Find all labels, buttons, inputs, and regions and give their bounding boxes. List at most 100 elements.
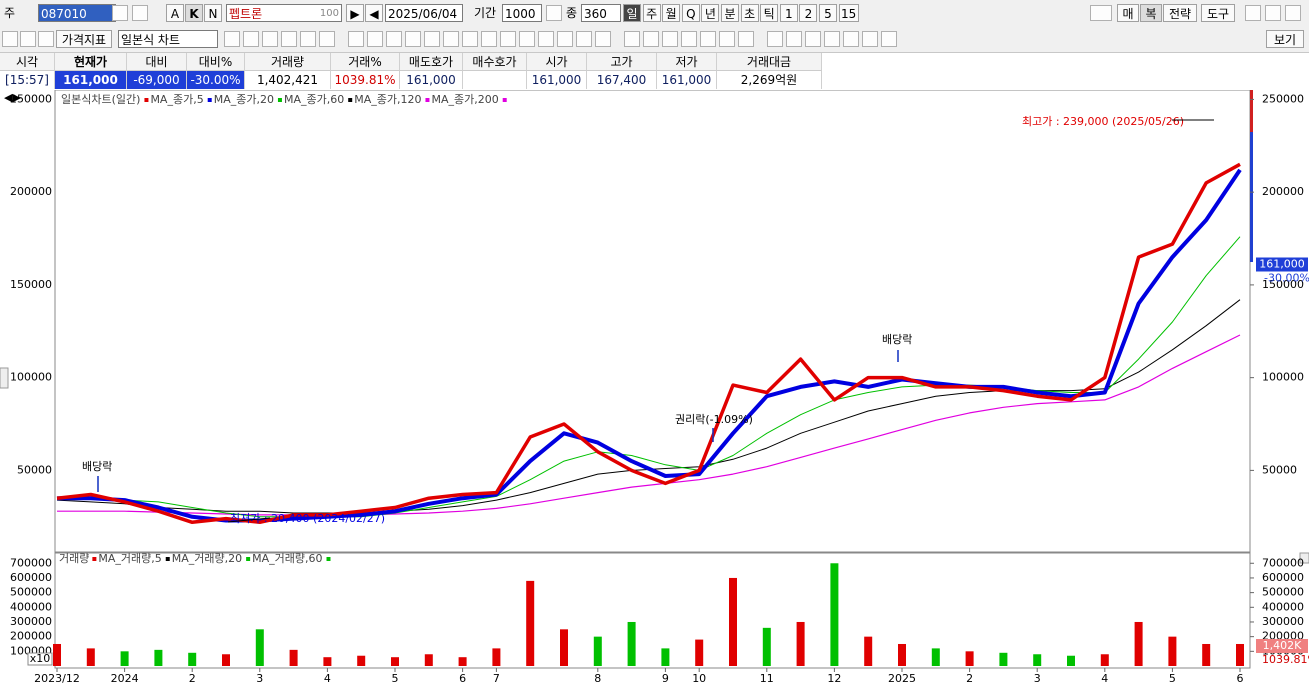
interval-button[interactable]: 분 [721, 4, 739, 22]
tool-icon[interactable] [538, 31, 554, 47]
interval-button[interactable]: 초 [740, 4, 759, 22]
annotation: 최고가 : 239,000 (2025/05/26) [1022, 115, 1184, 128]
indicator-button[interactable]: 가격지표 [56, 30, 112, 48]
print-icon[interactable] [1285, 5, 1301, 21]
ma-line [57, 236, 1241, 518]
table-header: 시가 [527, 53, 587, 71]
table-header: 매도호가 [400, 53, 463, 71]
tool-icon[interactable] [319, 31, 335, 47]
right-button[interactable]: 도구 [1201, 4, 1235, 22]
view-button[interactable]: 보기 [1266, 30, 1304, 48]
interval-button[interactable]: 주 [642, 4, 661, 22]
x-tick-label: 10 [692, 672, 706, 685]
range-bar [1250, 90, 1253, 262]
tool-icon[interactable] [824, 31, 840, 47]
prev-button[interactable]: ◀ [365, 4, 383, 22]
volume-bar [86, 648, 95, 666]
tool-icon[interactable] [300, 31, 316, 47]
tool-icon[interactable] [481, 31, 497, 47]
tool-icon[interactable] [719, 31, 735, 47]
search-icon[interactable] [112, 5, 128, 21]
tool-icon[interactable] [500, 31, 516, 47]
x-tick-label: 2025 [888, 672, 916, 685]
tool-icon[interactable] [643, 31, 659, 47]
tool-icon[interactable] [367, 31, 383, 47]
vol-toggle[interactable] [1299, 552, 1309, 564]
tool-icon[interactable] [767, 31, 783, 47]
count-input[interactable]: 360 [581, 4, 621, 22]
edit-icon[interactable] [38, 31, 54, 47]
table-header: 거래량 [245, 53, 331, 71]
x-tick-label: 5 [1169, 672, 1176, 685]
save-icon[interactable] [1265, 5, 1281, 21]
count-label: 종 [566, 6, 578, 20]
interval-button[interactable]: 일 [623, 4, 641, 22]
right-button[interactable]: 복 [1140, 4, 1162, 22]
code-input[interactable]: 087010 [38, 4, 116, 22]
tool-icon[interactable] [519, 31, 535, 47]
interval-button[interactable]: 15 [838, 4, 859, 22]
volume-tag-box [1256, 639, 1308, 653]
tool-icon[interactable] [624, 31, 640, 47]
mode-button[interactable]: A [166, 4, 184, 22]
tool-icon[interactable] [424, 31, 440, 47]
interval-button[interactable]: 틱 [760, 4, 779, 22]
period-input[interactable]: 1000 [502, 4, 542, 22]
cloud-icon[interactable] [1090, 5, 1112, 21]
right-button[interactable]: 매 [1117, 4, 1139, 22]
tool-icon[interactable] [405, 31, 421, 47]
tool-icon[interactable] [681, 31, 697, 47]
tool-icon[interactable] [700, 31, 716, 47]
tool-icon[interactable] [595, 31, 611, 47]
tool-icon[interactable] [576, 31, 592, 47]
tool-icon[interactable] [738, 31, 754, 47]
tool-icon[interactable] [662, 31, 678, 47]
mode-button[interactable]: N [204, 4, 222, 22]
tool-icon[interactable] [262, 31, 278, 47]
period-icon[interactable] [546, 5, 562, 21]
tool-icon[interactable] [443, 31, 459, 47]
volume-bar [120, 651, 129, 666]
open-icon[interactable] [1245, 5, 1261, 21]
tool-icon[interactable] [462, 31, 478, 47]
tool-icon[interactable] [862, 31, 878, 47]
x-tick-label: 2023/12 [34, 672, 80, 685]
volume-bar [1067, 655, 1075, 666]
interval-button[interactable]: 1 [779, 4, 798, 22]
right-button[interactable]: 전략 [1163, 4, 1197, 22]
side-toggle[interactable] [0, 367, 9, 389]
mode-button[interactable]: K [185, 4, 203, 22]
sort-icon[interactable] [132, 5, 148, 21]
tool-icon[interactable] [843, 31, 859, 47]
date-input[interactable]: 2025/06/04 [385, 4, 463, 22]
tool-icon[interactable] [348, 31, 364, 47]
x-tick-label: 2024 [111, 672, 139, 685]
interval-button[interactable]: 2 [799, 4, 818, 22]
interval-button[interactable]: 5 [819, 4, 837, 22]
tool-icon[interactable] [786, 31, 802, 47]
style-select[interactable]: 일본식 차트 [118, 30, 218, 48]
price-tag: 161,000 [1259, 258, 1305, 271]
volume-bar [864, 636, 873, 666]
up-icon[interactable] [2, 31, 18, 47]
tool-icon[interactable] [281, 31, 297, 47]
tool-icon[interactable] [224, 31, 240, 47]
lr-icon[interactable] [20, 31, 36, 47]
interval-button[interactable]: 년 [701, 4, 720, 22]
volume-bar [1202, 643, 1211, 666]
tool-icon[interactable] [805, 31, 821, 47]
volume-bar [898, 643, 906, 666]
volume-bar [593, 636, 602, 666]
volume-tag: 1,402K [1263, 639, 1302, 652]
tool-icon[interactable] [881, 31, 897, 47]
tool-icon[interactable] [557, 31, 573, 47]
interval-button[interactable]: Q [681, 4, 700, 22]
tool-icon[interactable] [386, 31, 402, 47]
tool-icon[interactable] [243, 31, 259, 47]
name-input[interactable]: 펩트론 100 [226, 4, 342, 22]
table-value: 161,000 [657, 71, 717, 89]
next-button[interactable]: ▶ [346, 4, 364, 22]
table-header: 거래% [331, 53, 400, 71]
interval-button[interactable]: 월 [662, 4, 681, 22]
